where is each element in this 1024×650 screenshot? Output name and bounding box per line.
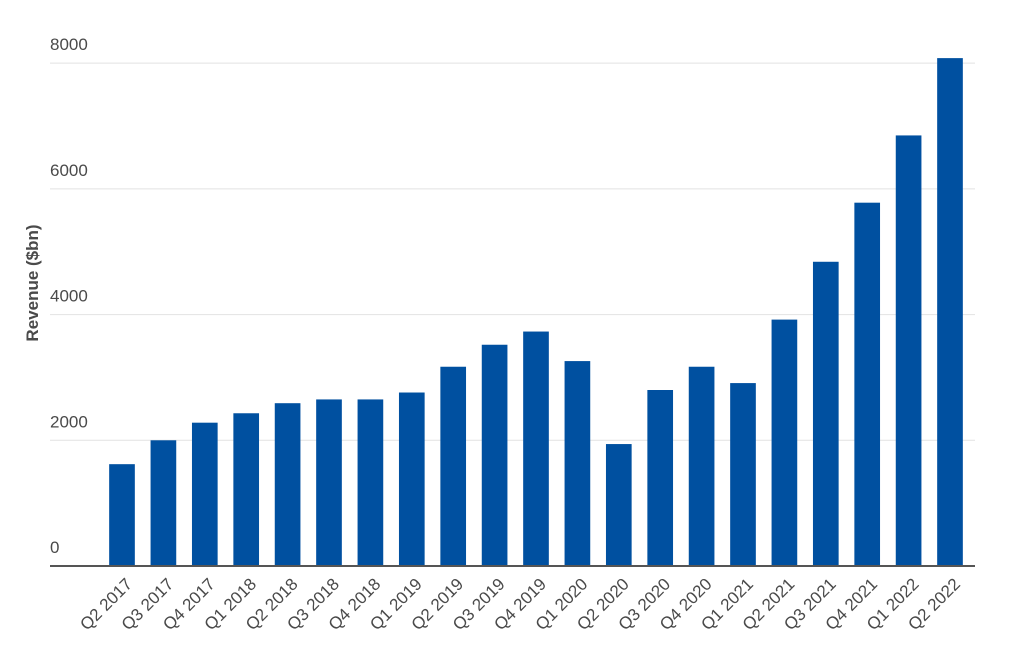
- y-tick-label: 4000: [50, 287, 88, 306]
- bar: [605, 444, 632, 566]
- bar: [854, 202, 881, 566]
- bar: [730, 383, 756, 566]
- bar: [274, 403, 301, 566]
- bar: [481, 344, 508, 566]
- y-tick-label: 8000: [50, 35, 88, 54]
- y-axis-label: Revenue ($bn): [23, 224, 42, 341]
- bar: [937, 58, 963, 566]
- y-tick-label: 6000: [50, 161, 88, 180]
- bar: [233, 413, 260, 566]
- bar: [564, 361, 591, 566]
- bar: [150, 440, 177, 566]
- bar: [688, 366, 715, 566]
- bar: [398, 392, 425, 566]
- y-tick-label: 2000: [50, 412, 88, 431]
- bar: [647, 390, 674, 566]
- bar: [109, 464, 135, 566]
- bar: [316, 399, 342, 566]
- bar: [191, 422, 218, 566]
- bar: [895, 135, 922, 566]
- bar: [812, 261, 839, 566]
- bar: [771, 319, 798, 566]
- bar: [440, 366, 467, 566]
- y-tick-label: 0: [50, 538, 59, 557]
- bar: [357, 399, 384, 566]
- bar: [523, 331, 549, 566]
